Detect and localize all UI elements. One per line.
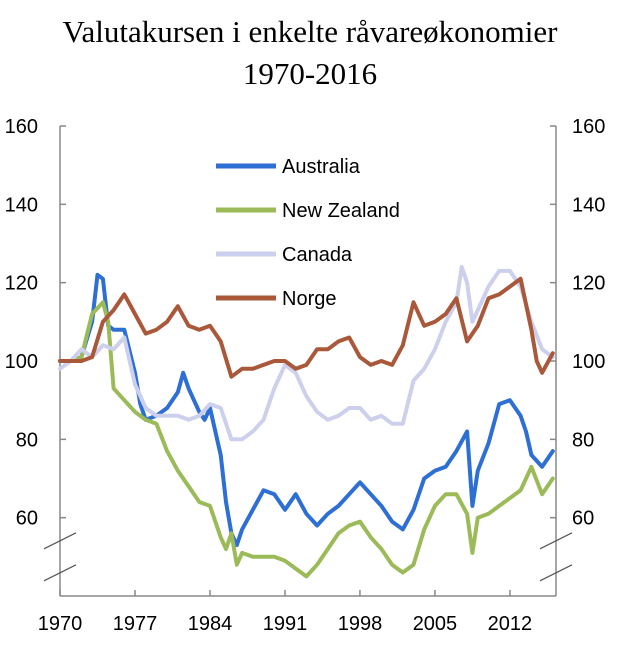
y-tick-label-right: 120 <box>572 273 605 295</box>
y-tick-label-right: 60 <box>572 508 594 530</box>
legend-label-new-zealand: New Zealand <box>282 200 400 222</box>
y-tick-label-left: 60 <box>16 508 38 530</box>
y-tick-label-left: 120 <box>5 273 38 295</box>
series-line-new-zealand <box>58 300 555 579</box>
y-tick-label-right: 160 <box>572 116 605 138</box>
x-tick-label: 1998 <box>338 613 383 635</box>
y-tick-label-right: 80 <box>572 429 594 451</box>
series-line-norge <box>58 276 555 379</box>
axis-break-right <box>539 532 573 550</box>
y-tick-label-left: 80 <box>16 429 38 451</box>
x-tick-label: 2005 <box>413 613 458 635</box>
series-line-australia <box>58 272 555 548</box>
y-tick-label-left: 160 <box>5 116 38 138</box>
x-tick-label: 1991 <box>263 613 308 635</box>
y-tick-label-left: 140 <box>5 194 38 216</box>
chart-subtitle: 1970-2016 <box>242 56 378 91</box>
x-tick-label: 1984 <box>188 613 233 635</box>
y-tick-label-right: 100 <box>572 351 605 373</box>
axis-break-right <box>539 564 573 582</box>
y-tick-label-left: 100 <box>5 351 38 373</box>
y-tick-label-right: 140 <box>572 194 605 216</box>
x-tick-label: 2012 <box>488 613 533 635</box>
axis-break-left <box>43 532 77 550</box>
legend-label-canada: Canada <box>282 244 353 266</box>
legend-label-australia: Australia <box>282 156 361 178</box>
axis-break-left <box>43 564 77 582</box>
x-tick-label: 1977 <box>113 613 158 635</box>
legend-label-norge: Norge <box>282 288 336 310</box>
series-line-canada <box>58 265 555 442</box>
chart-title: Valutakursen i enkelte råvareøkonomier <box>62 14 558 49</box>
x-tick-label: 1970 <box>38 613 83 635</box>
